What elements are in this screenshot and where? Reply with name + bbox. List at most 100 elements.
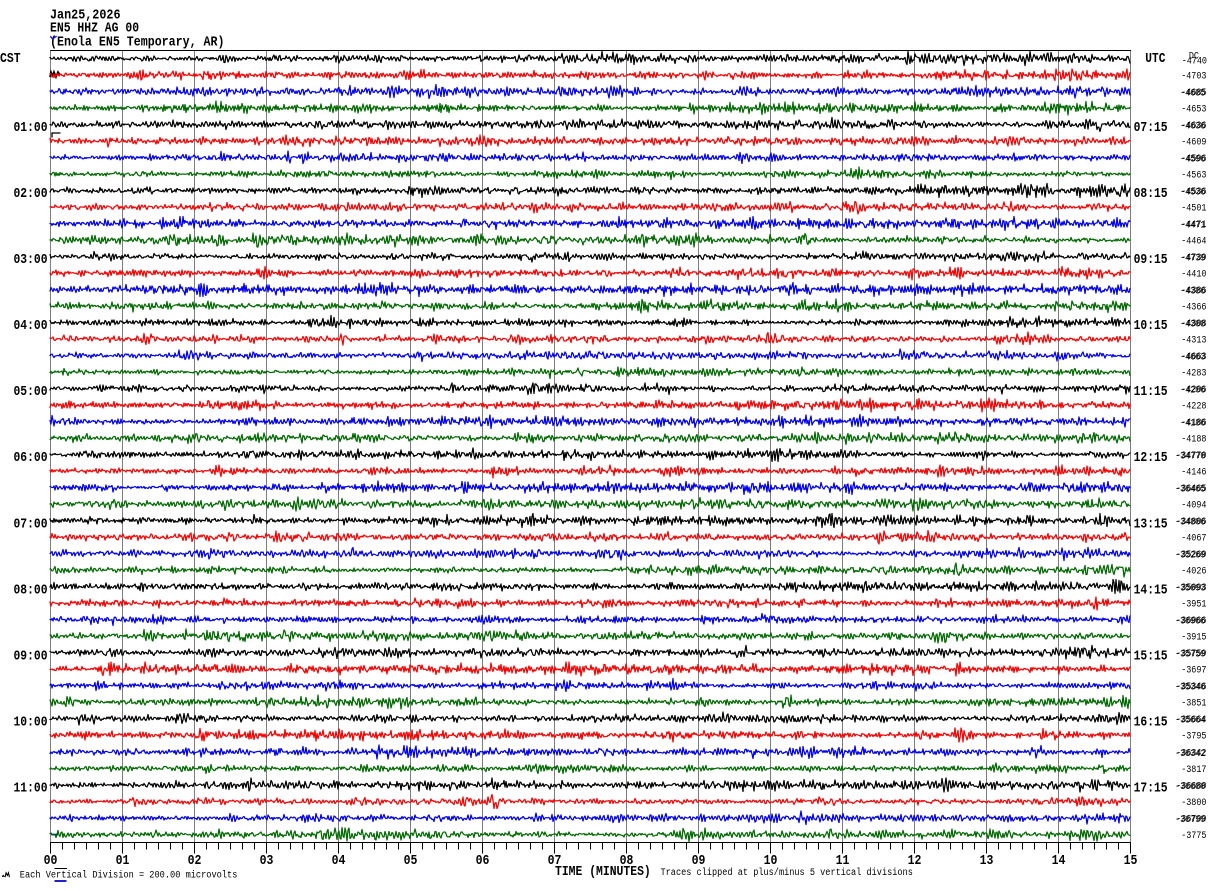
svg-text:-4653: -4653	[1181, 105, 1206, 116]
svg-text:-4536: -4536	[1180, 188, 1205, 199]
svg-text:10: 10	[764, 853, 778, 869]
svg-text:-3817: -3817	[1181, 765, 1206, 776]
svg-text:-36465: -36465	[1176, 484, 1206, 495]
svg-text:-4636: -4636	[1180, 122, 1205, 133]
svg-text:-4366: -4366	[1181, 303, 1206, 314]
svg-text:02:00: 02:00	[14, 186, 48, 202]
svg-text:11:00: 11:00	[14, 780, 48, 796]
svg-text:-4186: -4186	[1180, 419, 1205, 430]
svg-text:13:15: 13:15	[1134, 516, 1168, 532]
svg-text:08:00: 08:00	[14, 582, 48, 598]
svg-text:-4471: -4471	[1180, 221, 1205, 232]
svg-text:02: 02	[188, 853, 202, 869]
svg-text:-4563: -4563	[1181, 171, 1206, 182]
svg-text:-36799: -36799	[1176, 814, 1206, 825]
svg-text:-36680: -36680	[1175, 782, 1205, 793]
svg-text:-35759: -35759	[1176, 649, 1206, 660]
svg-text:-36799: -36799	[1175, 815, 1205, 826]
svg-text:-4026: -4026	[1181, 567, 1206, 578]
svg-text:-4685: -4685	[1180, 89, 1205, 100]
svg-text:-4228: -4228	[1181, 402, 1206, 413]
svg-text:-35664: -35664	[1175, 716, 1205, 727]
svg-text:06: 06	[476, 853, 490, 869]
svg-text:14: 14	[1052, 853, 1066, 869]
svg-text:15: 15	[1124, 853, 1138, 869]
svg-text:03:00: 03:00	[14, 252, 48, 268]
svg-text:-4703: -4703	[1181, 72, 1206, 83]
svg-text:-35346: -35346	[1176, 682, 1206, 693]
svg-text:09:00: 09:00	[14, 648, 48, 664]
svg-text:-34770: -34770	[1175, 452, 1205, 463]
svg-text:-4186: -4186	[1181, 418, 1206, 429]
svg-text:11:15: 11:15	[1134, 384, 1168, 400]
svg-text:03: 03	[260, 853, 274, 869]
svg-text:-35093: -35093	[1176, 583, 1206, 594]
svg-text:17:15: 17:15	[1134, 780, 1168, 796]
svg-text:-4308: -4308	[1181, 319, 1206, 330]
svg-text:-4410: -4410	[1181, 270, 1206, 281]
svg-text:07:00: 07:00	[14, 516, 48, 532]
svg-text:01:00: 01:00	[14, 120, 48, 136]
svg-text:01: 01	[116, 853, 130, 869]
svg-text:-4609: -4609	[1181, 138, 1206, 149]
svg-text:-4386: -4386	[1180, 287, 1205, 298]
svg-text:-4636: -4636	[1181, 121, 1206, 132]
svg-text:-36680: -36680	[1176, 781, 1206, 792]
svg-text:-3795: -3795	[1181, 732, 1206, 743]
svg-text:-4596: -4596	[1180, 155, 1205, 166]
svg-text:-3697: -3697	[1181, 666, 1206, 677]
svg-text:-4146: -4146	[1181, 468, 1206, 479]
svg-text:10:00: 10:00	[14, 714, 48, 730]
svg-text:-4740: -4740	[1182, 57, 1207, 68]
svg-text:-3775: -3775	[1181, 831, 1206, 842]
svg-text:-3800: -3800	[1181, 798, 1206, 809]
svg-text:-36342: -36342	[1175, 749, 1205, 760]
svg-text:-3951: -3951	[1181, 600, 1206, 611]
svg-text:-34806: -34806	[1175, 518, 1205, 529]
svg-text:-4386: -4386	[1181, 286, 1206, 297]
svg-text:-36465: -36465	[1175, 485, 1205, 496]
svg-text:-4596: -4596	[1181, 154, 1206, 165]
svg-text:Each Vertical Division = 200.: Each Vertical Division = 200.00 microvol…	[20, 870, 238, 882]
svg-text:04: 04	[332, 853, 346, 869]
svg-text:13: 13	[980, 853, 994, 869]
svg-text:-35269: -35269	[1176, 550, 1206, 561]
svg-text:09:15: 09:15	[1134, 252, 1168, 268]
svg-text:05: 05	[404, 853, 418, 869]
svg-text:-4283: -4283	[1181, 369, 1206, 380]
svg-text:07: 07	[548, 853, 562, 869]
svg-text:Traces clipped at plus/minus 5: Traces clipped at plus/minus 5 vertical …	[661, 867, 913, 879]
svg-text:(Enola EN5 Temporary, AR): (Enola EN5 Temporary, AR)	[50, 35, 225, 51]
svg-text:-36966: -36966	[1176, 616, 1206, 627]
svg-text:CST: CST	[0, 51, 21, 67]
svg-text:-4308: -4308	[1180, 320, 1205, 331]
svg-text:11: 11	[836, 853, 850, 869]
svg-text:06:00: 06:00	[14, 450, 48, 466]
svg-text:-4685: -4685	[1181, 88, 1206, 99]
svg-text:-4471: -4471	[1181, 220, 1206, 231]
svg-text:12:15: 12:15	[1134, 450, 1168, 466]
svg-text:10:15: 10:15	[1134, 318, 1168, 334]
svg-text:TIME (MINUTES): TIME (MINUTES)	[555, 864, 651, 880]
svg-text:07:15: 07:15	[1134, 120, 1168, 136]
svg-text:-4663: -4663	[1180, 353, 1205, 364]
svg-text:-4739: -4739	[1181, 253, 1206, 264]
svg-text:-4739: -4739	[1180, 254, 1205, 265]
svg-text:-4464: -4464	[1181, 237, 1206, 248]
svg-text:-4501: -4501	[1181, 204, 1206, 215]
svg-text:-4206: -4206	[1180, 386, 1205, 397]
svg-text:-35759: -35759	[1175, 650, 1205, 661]
svg-text:-4188: -4188	[1181, 435, 1206, 446]
svg-text:-3915: -3915	[1181, 633, 1206, 644]
svg-text:15:15: 15:15	[1134, 648, 1168, 664]
svg-text:00: 00	[44, 853, 58, 869]
svg-text:-4313: -4313	[1181, 336, 1206, 347]
svg-text:-4663: -4663	[1181, 352, 1206, 363]
svg-text:-4206: -4206	[1181, 385, 1206, 396]
svg-text:-35346: -35346	[1175, 683, 1205, 694]
svg-text:-3851: -3851	[1181, 699, 1206, 710]
svg-text:08:15: 08:15	[1134, 186, 1168, 202]
svg-text:05:00: 05:00	[14, 384, 48, 400]
svg-text:-35664: -35664	[1176, 715, 1206, 726]
svg-text:-4536: -4536	[1181, 187, 1206, 198]
